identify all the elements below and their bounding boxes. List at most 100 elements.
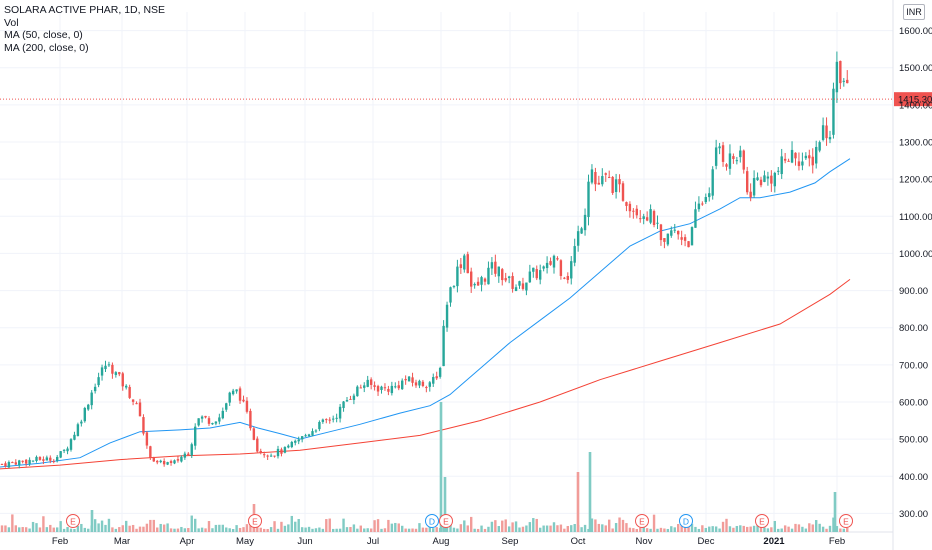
- earnings-marker[interactable]: [439, 514, 453, 528]
- volume-bar: [231, 528, 235, 532]
- candle-body: [159, 460, 162, 463]
- candle-body: [587, 181, 590, 218]
- candle-body: [507, 276, 511, 279]
- candle-body: [345, 400, 349, 402]
- time-axis[interactable]: Feb Mar Apr May Jun Jul Aug Sep Oct Nov Dec 2021 Feb: [52, 536, 845, 547]
- earnings-marker[interactable]: [635, 514, 649, 528]
- volume-bar: [473, 528, 476, 532]
- volume-bar: [835, 526, 839, 532]
- volume-bar: [62, 528, 66, 532]
- candle-body: [683, 237, 687, 241]
- candle-body: [307, 434, 311, 437]
- dividend-marker[interactable]: [425, 514, 439, 528]
- candle-body: [235, 389, 238, 392]
- event-marker-label: E: [252, 517, 258, 527]
- candle-body: [49, 457, 52, 461]
- volume-bar: [459, 524, 463, 532]
- candle-body: [701, 203, 704, 205]
- volume-bar: [818, 523, 821, 532]
- volume-bar: [825, 528, 828, 532]
- volume-bar: [328, 518, 331, 532]
- earnings-marker[interactable]: [248, 514, 262, 528]
- earnings-marker[interactable]: [839, 514, 853, 528]
- candle-body: [80, 421, 83, 424]
- volume-bar: [815, 520, 818, 532]
- candle-body: [297, 439, 300, 442]
- candle-body: [318, 422, 321, 430]
- candle-body: [563, 277, 566, 279]
- dividend-marker[interactable]: [679, 514, 693, 528]
- volume-bar: [93, 519, 97, 532]
- candle-body: [476, 281, 480, 286]
- volume-bar: [487, 526, 490, 532]
- candle-body: [176, 459, 180, 461]
- volume-bar: [639, 527, 642, 532]
- candle-body: [697, 203, 701, 210]
- candle-body: [366, 379, 369, 387]
- volume-bar: [649, 528, 652, 532]
- volume-bar: [504, 519, 507, 532]
- volume-bar: [787, 526, 790, 532]
- volume-bar: [142, 526, 145, 532]
- vol-indicator-label[interactable]: Vol: [4, 16, 19, 29]
- candle-body: [656, 222, 659, 224]
- volume-bar: [770, 527, 773, 532]
- volume-bar: [725, 518, 728, 532]
- earnings-marker[interactable]: [66, 514, 80, 528]
- candle-body: [338, 406, 342, 419]
- candle-body: [721, 145, 725, 162]
- candle-body: [463, 255, 466, 270]
- candle-body: [714, 147, 718, 166]
- volume-bar: [266, 528, 269, 532]
- volume-bar: [432, 528, 435, 532]
- y-tick-label: 1600.00: [899, 26, 932, 37]
- price-axis[interactable]: 1600.00 1500.00 1400.00 1300.00 1200.00 1100.…: [899, 26, 932, 520]
- volume-bar: [21, 527, 24, 532]
- volume-bar: [608, 519, 611, 532]
- x-tick-label: Jun: [297, 536, 312, 547]
- candle-body: [76, 424, 80, 437]
- x-tick-label: Oct: [571, 536, 586, 547]
- volume-bar: [463, 520, 466, 532]
- volume-bar: [821, 526, 825, 532]
- volume-bar: [645, 528, 649, 532]
- candle-body: [401, 380, 404, 390]
- candle-body: [194, 426, 197, 446]
- volume-bar: [383, 528, 387, 532]
- volume-bar: [45, 527, 49, 532]
- candle-body: [783, 158, 787, 161]
- volume-bar: [100, 520, 104, 532]
- candle-body: [594, 172, 597, 185]
- candle-body: [735, 160, 739, 162]
- ma50-indicator-label[interactable]: MA (50, close, 0): [4, 29, 83, 41]
- ma50-layer: [0, 158, 851, 468]
- volume-bar: [138, 526, 142, 532]
- candle-body: [597, 182, 601, 185]
- candle-body: [207, 418, 211, 424]
- candle-body: [497, 266, 500, 277]
- earnings-marker[interactable]: [755, 514, 769, 528]
- currency-button[interactable]: INR: [903, 4, 925, 20]
- candle-body: [749, 191, 752, 198]
- volume-bar: [66, 527, 69, 532]
- candle-body: [283, 447, 287, 453]
- candle-body: [766, 176, 770, 179]
- candle-body: [56, 456, 59, 461]
- ma200-indicator-label[interactable]: MA (200, close, 0): [4, 41, 89, 54]
- volume-bar: [735, 525, 739, 532]
- candle-body: [521, 283, 525, 289]
- candle-body: [580, 228, 583, 234]
- x-tick-label: Mar: [114, 536, 130, 547]
- candle-body: [28, 459, 31, 464]
- volume-bar: [556, 525, 559, 532]
- volume-bar: [24, 527, 28, 532]
- volume-bar: [801, 526, 804, 532]
- volume-bar: [597, 523, 601, 532]
- candle-body: [131, 399, 135, 402]
- candle-body: [770, 175, 773, 184]
- volume-bar: [300, 527, 304, 532]
- candle-body: [449, 287, 452, 303]
- candle-body: [428, 382, 431, 387]
